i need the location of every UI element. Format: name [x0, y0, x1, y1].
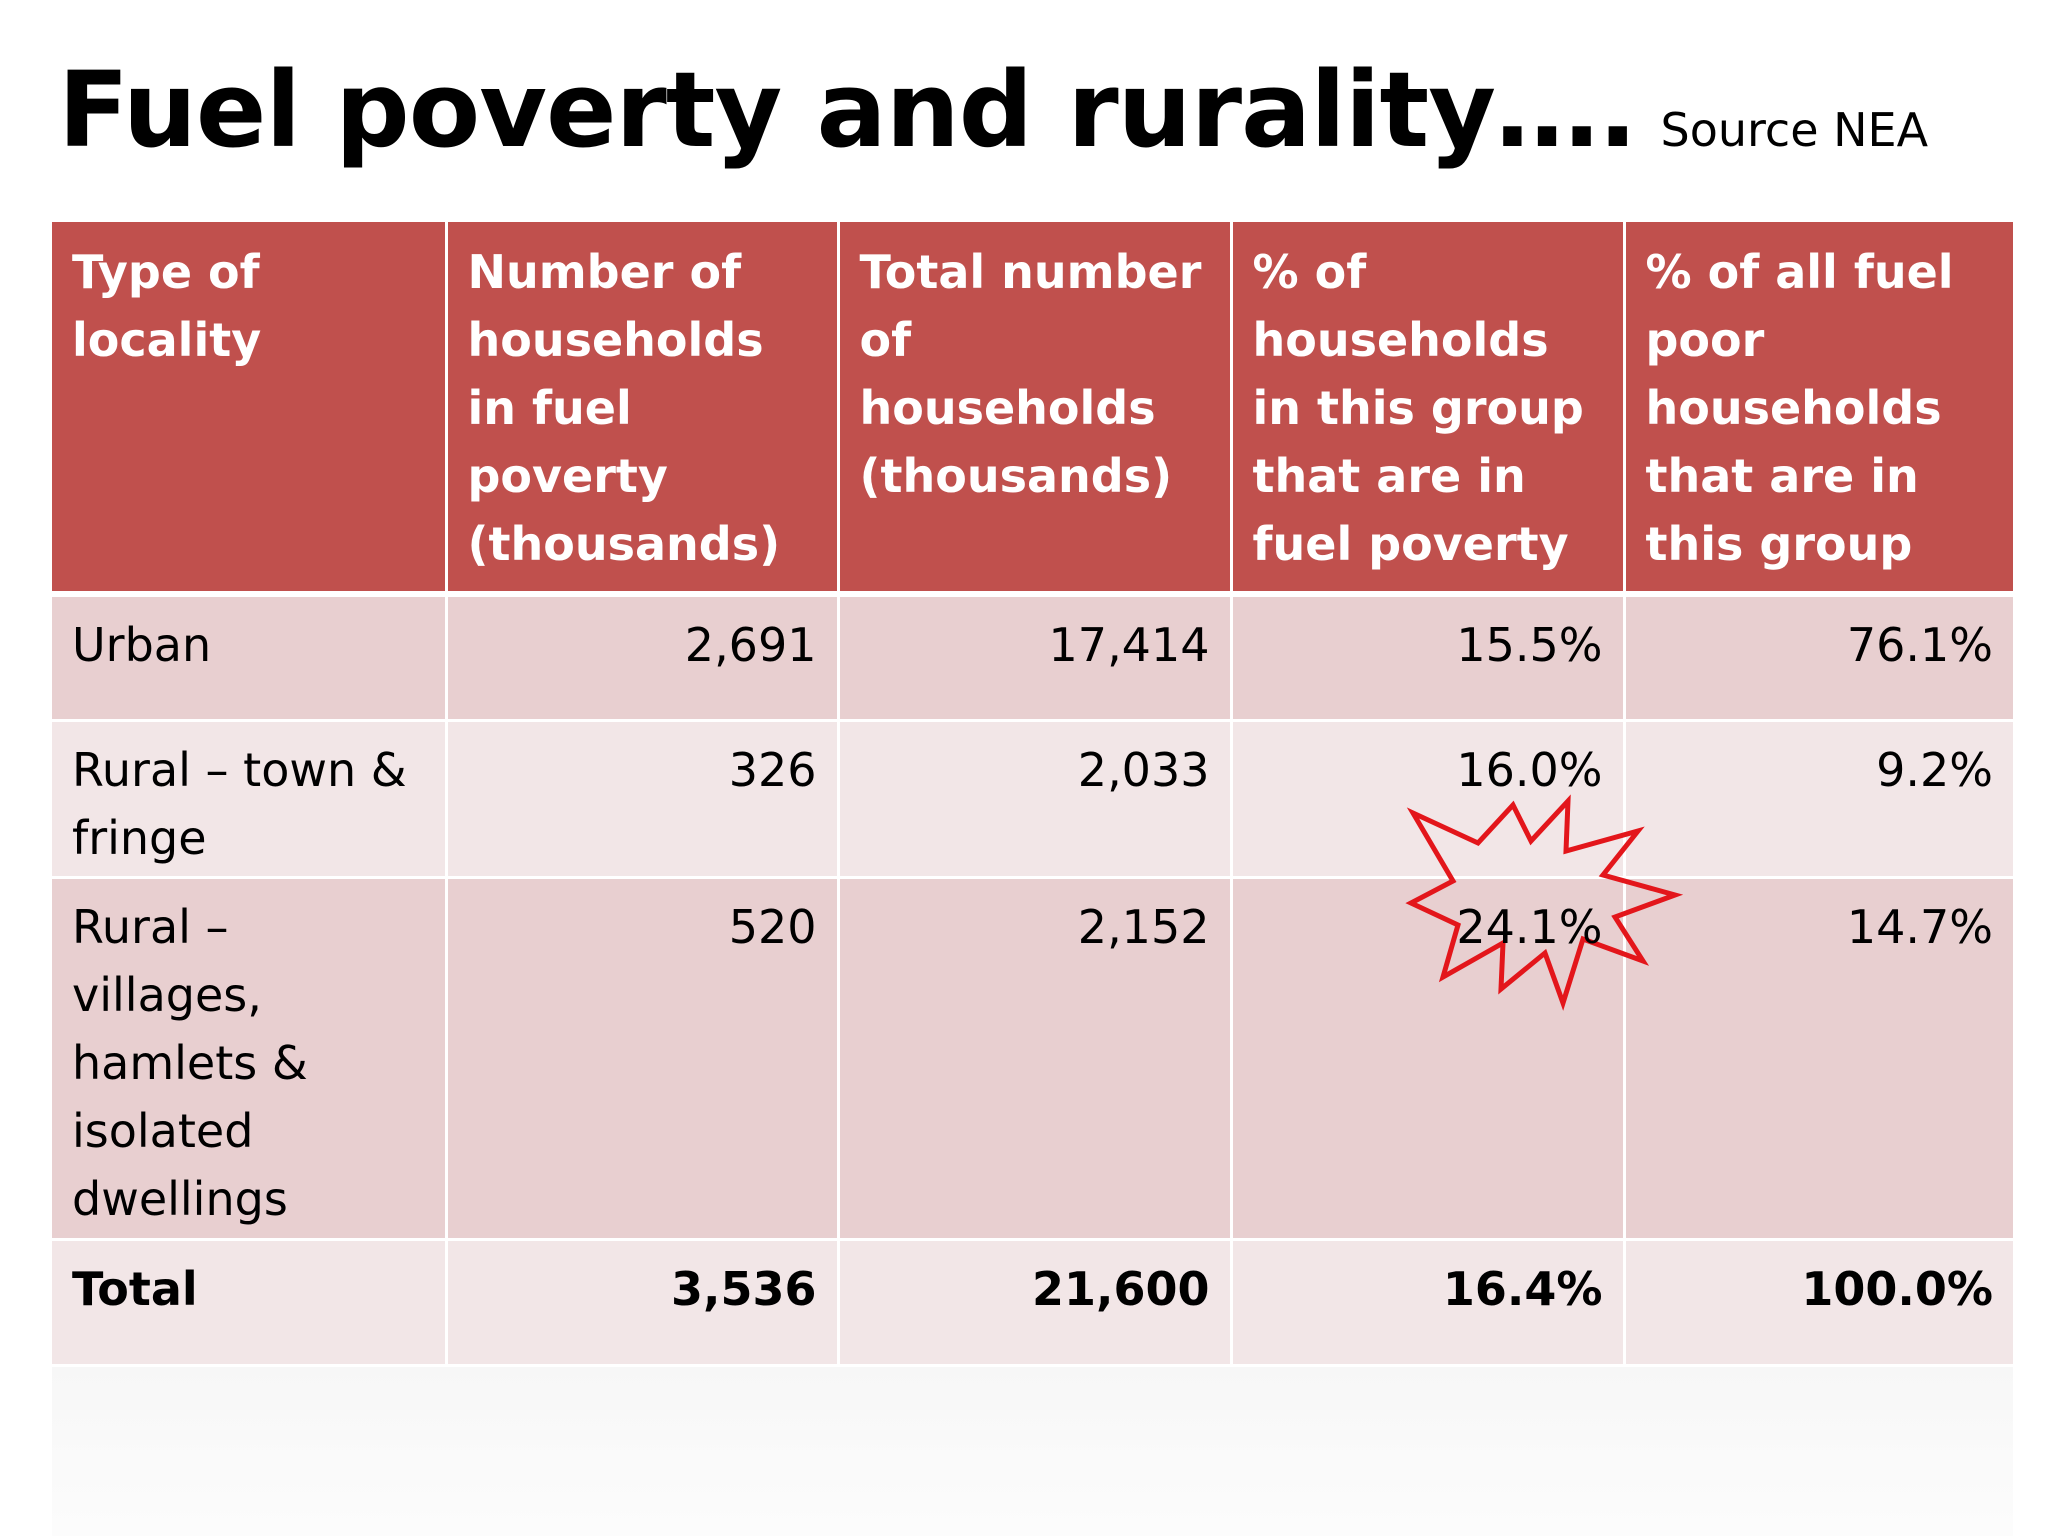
cell-total-households: 17,414 — [838, 594, 1233, 722]
cell-total-households: 2,033 — [838, 720, 1233, 879]
cell-percent-of-all: 14.7% — [1624, 877, 2013, 1241]
title-main: Fuel poverty and rurality…. — [58, 49, 1637, 171]
cell-fuel-poor-households: 2,691 — [446, 594, 840, 722]
highlighted-value: 24.1% — [1456, 899, 1603, 954]
header-total-households: Total number of households (thousands) — [838, 222, 1233, 597]
header-households-in-fuel-poverty: Number of households in fuel poverty (th… — [446, 222, 840, 597]
cell-total-households: 2,152 — [838, 877, 1233, 1241]
cell-fuel-poor-households: 520 — [446, 877, 840, 1241]
header-percent-of-all-fuel-poor: % of all fuel poor households that are i… — [1624, 222, 2013, 597]
table-header-row: Type of locality Number of households in… — [52, 222, 2013, 597]
title-source: Source NEA — [1660, 103, 1929, 157]
cell-percent-of-all: 100.0% — [1624, 1239, 2013, 1367]
header-percent-in-fuel-poverty: % of households in this group that are i… — [1231, 222, 1626, 597]
cell-locality: Urban — [52, 594, 448, 722]
cell-locality: Rural – villages, hamlets & isolated dwe… — [52, 877, 448, 1241]
highlight-wrapper: 24.1% — [1253, 793, 1683, 1011]
cell-percent-in-group: 15.5% — [1231, 594, 1626, 722]
table-row-rural-villages: Rural – villages, hamlets & isolated dwe… — [52, 793, 2013, 1241]
cell-fuel-poor-households: 326 — [446, 720, 840, 879]
cell-locality: Rural – town & fringe — [52, 720, 448, 879]
cell-percent-in-group-highlighted: 24.1% — [1231, 793, 1683, 1241]
cell-locality: Total — [52, 1239, 448, 1367]
cell-percent-of-all: 9.2% — [1624, 720, 2013, 879]
cell-percent-in-group: 16.0% — [1231, 720, 1626, 879]
fuel-poverty-table: Type of locality Number of households in… — [52, 222, 2013, 1367]
slide-bottom-panel — [52, 1367, 2013, 1536]
table-row-total: Total 3,536 21,600 16.4% 100.0% — [52, 1239, 2013, 1367]
header-type-of-locality: Type of locality — [52, 222, 448, 597]
table-row-urban: Urban 2,691 17,414 15.5% 76.1% — [52, 594, 2013, 722]
cell-total-households: 21,600 — [838, 1239, 1233, 1367]
table-row-rural-town-fringe: Rural – town & fringe 326 2,033 16.0% 9.… — [52, 720, 2013, 879]
cell-percent-of-all: 76.1% — [1624, 594, 2013, 722]
slide-title: Fuel poverty and rurality…. Source NEA — [58, 58, 1928, 162]
cell-percent-in-group: 16.4% — [1231, 1239, 1626, 1367]
cell-fuel-poor-households: 3,536 — [446, 1239, 840, 1367]
